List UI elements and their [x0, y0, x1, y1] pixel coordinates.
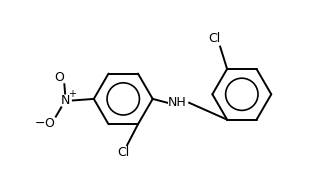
Text: NH: NH: [168, 96, 187, 109]
Text: N: N: [60, 94, 70, 107]
Text: O: O: [54, 71, 64, 84]
Text: Cl: Cl: [208, 32, 220, 45]
Text: O: O: [45, 117, 55, 130]
Text: Cl: Cl: [117, 146, 129, 159]
Text: +: +: [68, 88, 76, 98]
Text: −: −: [35, 117, 46, 130]
